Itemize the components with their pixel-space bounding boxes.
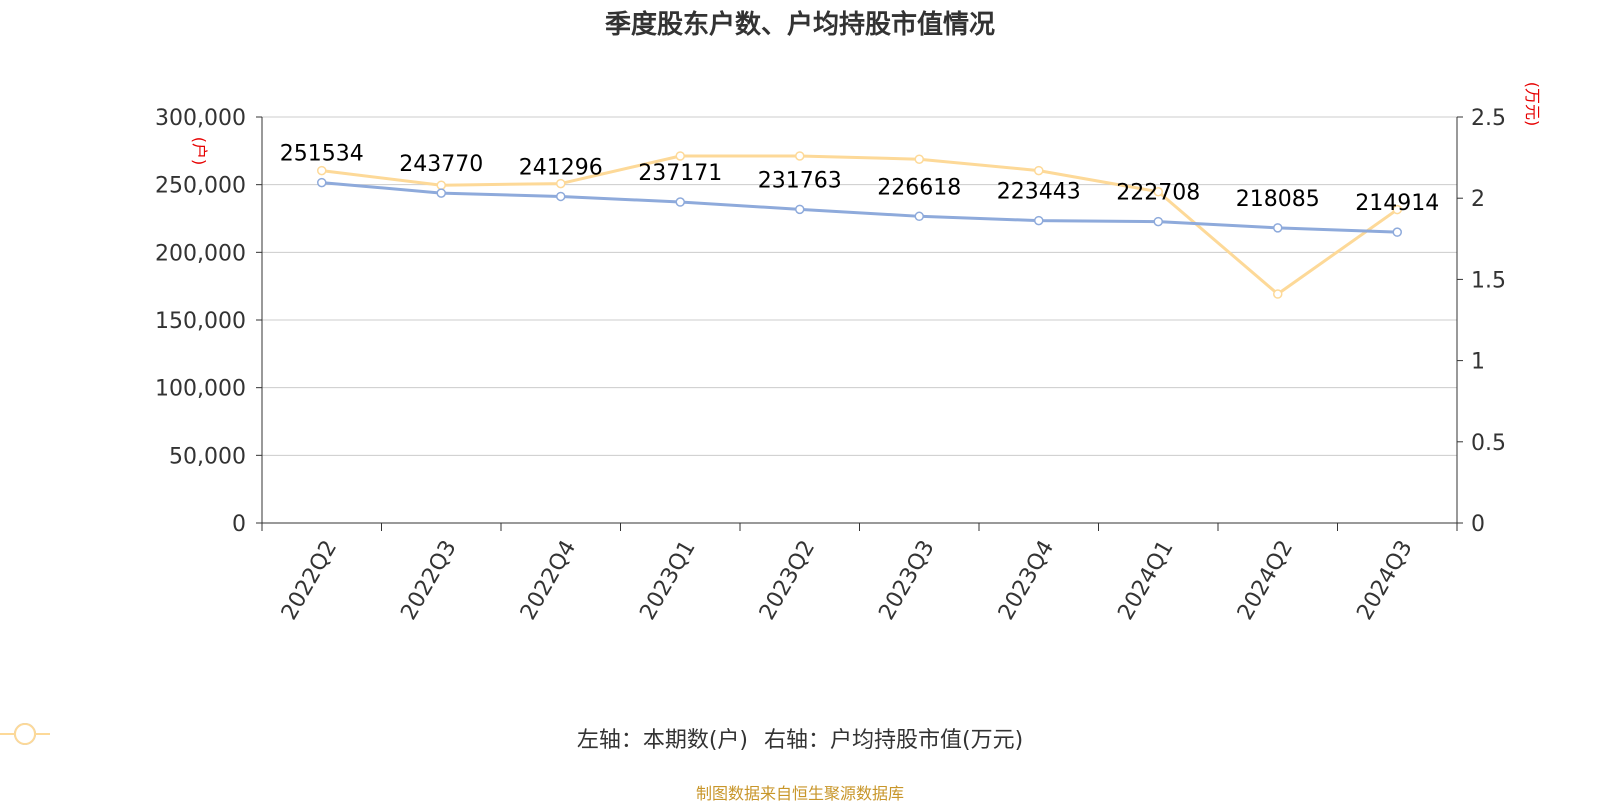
data-point-left bbox=[1153, 216, 1163, 227]
source-note: 制图数据来自恒生聚源数据库 bbox=[695, 784, 904, 803]
left-tick-label: 0 bbox=[232, 512, 246, 537]
data-point-left bbox=[436, 188, 446, 198]
data-point-left bbox=[1034, 215, 1044, 226]
left-tick-label: 300,000 bbox=[155, 106, 246, 131]
data-point-right bbox=[1153, 186, 1163, 197]
data-point-left bbox=[914, 211, 924, 222]
x-tick-label: 2023Q3 bbox=[874, 536, 939, 624]
x-tick-label: 2023Q2 bbox=[755, 536, 820, 624]
data-point-left bbox=[1273, 223, 1283, 233]
data-point-right bbox=[675, 151, 685, 161]
x-tick-label: 2022Q4 bbox=[516, 536, 581, 624]
left-tick-label: 200,000 bbox=[155, 241, 246, 266]
data-label-left: 223443 bbox=[997, 180, 1081, 205]
right-tick-label: 1.5 bbox=[1471, 268, 1506, 293]
data-label-left: 231763 bbox=[758, 168, 842, 193]
data-label-left: 241296 bbox=[519, 155, 603, 180]
left-tick-label: 150,000 bbox=[155, 309, 246, 334]
data-label-left: 218085 bbox=[1236, 187, 1320, 212]
legend-label-left-series: 左轴：本期数(户) bbox=[576, 728, 748, 753]
data-label-left: 251534 bbox=[280, 142, 364, 167]
left-axis-unit: (户) bbox=[190, 137, 209, 166]
right-tick-label: 2.5 bbox=[1471, 106, 1506, 131]
right-axis-unit: (万元) bbox=[1523, 82, 1542, 127]
x-tick-label: 2024Q2 bbox=[1233, 536, 1298, 624]
data-label-left: 222708 bbox=[1116, 181, 1200, 206]
right-tick-label: 2 bbox=[1471, 187, 1485, 212]
right-tick-label: 1 bbox=[1471, 350, 1485, 375]
left-tick-label: 100,000 bbox=[155, 377, 246, 402]
data-label-left: 237171 bbox=[638, 161, 722, 186]
data-label-left: 226618 bbox=[877, 175, 961, 200]
x-tick-label: 2023Q1 bbox=[635, 536, 700, 624]
series-line-right bbox=[321, 154, 1399, 296]
legend: 左轴：本期数(户) 右轴：户均持股市值(万元) bbox=[0, 722, 1600, 754]
data-point-left bbox=[317, 177, 327, 188]
data-point-right bbox=[914, 154, 924, 164]
data-label-left: 243770 bbox=[399, 152, 483, 177]
data-point-left bbox=[556, 191, 566, 202]
series-line-left bbox=[321, 181, 1398, 234]
right-tick-label: 0.5 bbox=[1471, 431, 1506, 456]
x-tick-label: 2022Q3 bbox=[396, 536, 461, 624]
x-tick-label: 2023Q4 bbox=[994, 536, 1059, 624]
data-point-left bbox=[795, 204, 805, 215]
x-tick-label: 2024Q1 bbox=[1113, 536, 1178, 624]
right-tick-label: 0 bbox=[1471, 512, 1485, 537]
data-point-right bbox=[317, 165, 327, 176]
data-point-right bbox=[1034, 165, 1044, 176]
data-label-left: 214914 bbox=[1355, 191, 1439, 216]
data-point-right bbox=[1273, 289, 1283, 299]
legend-item-right-series[interactable]: 右轴：户均持股市值(万元) bbox=[0, 722, 1024, 754]
data-point-right bbox=[436, 180, 446, 190]
data-point-right bbox=[795, 151, 805, 161]
left-tick-label: 250,000 bbox=[155, 174, 246, 199]
x-tick-label: 2024Q3 bbox=[1352, 536, 1417, 624]
left-tick-label: 50,000 bbox=[169, 444, 246, 469]
data-point-right bbox=[1392, 204, 1402, 215]
x-tick-label: 2022Q2 bbox=[277, 536, 342, 624]
data-point-right bbox=[556, 178, 566, 189]
legend-item-left-series[interactable]: 左轴：本期数(户) bbox=[0, 722, 748, 754]
data-point-left bbox=[675, 197, 685, 207]
legend-label-right-series: 右轴：户均持股市值(万元) bbox=[764, 728, 1024, 753]
legend-swatch-right-icon bbox=[0, 723, 50, 745]
chart-title: 季度股东户数、户均持股市值情况 bbox=[604, 10, 995, 40]
data-point-left bbox=[1392, 227, 1402, 237]
